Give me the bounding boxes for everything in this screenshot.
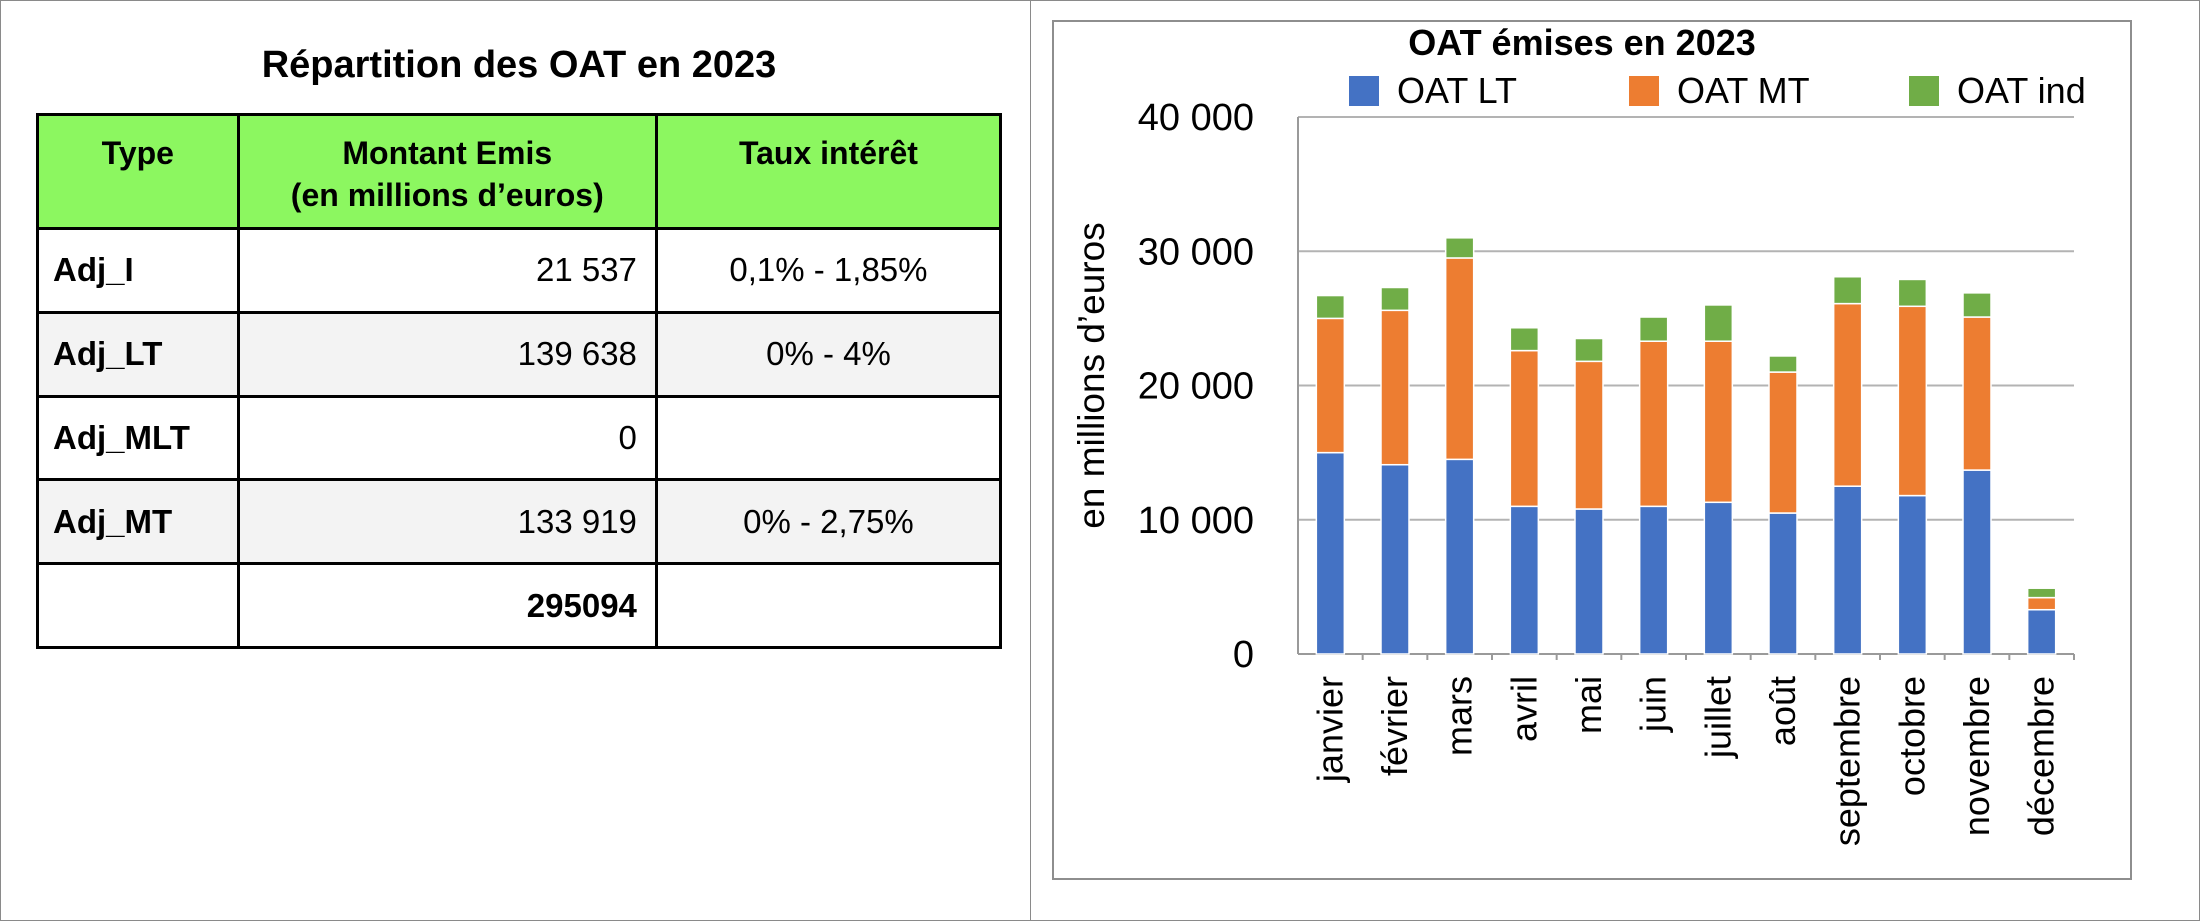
stacked-bar-chart: OAT émises en 2023 OAT LT OAT MT OAT ind 0…: [1071, 22, 2086, 846]
bar-segment: [2026, 596, 2057, 611]
x-category-label: décembre: [2021, 676, 2062, 836]
bar-segment: [1832, 485, 1863, 655]
header-type: Type: [36, 113, 240, 230]
row-rate-cell: 0,1% - 1,85%: [654, 227, 1003, 314]
x-category-label: juin: [1633, 676, 1674, 733]
x-category-label: février: [1374, 676, 1415, 776]
bar-segment: [1768, 371, 1798, 514]
bar-segment: [1444, 237, 1475, 259]
bar-segment: [1897, 305, 1928, 497]
x-category-label: avril: [1503, 676, 1544, 742]
bar-segment: [1638, 340, 1669, 508]
bar-segment: [1315, 451, 1346, 655]
bar-segment: [1703, 340, 1734, 504]
table-title: Répartition des OAT en 2023: [261, 44, 777, 86]
bar-segment: [2026, 608, 2057, 655]
y-axis-ticks: 0 10 000 20 000 30 000 40 000: [1138, 97, 1254, 676]
row-type-cell: Adj_I: [36, 227, 240, 314]
legend-label: OAT LT: [1397, 70, 1517, 111]
y-tick-label: 30 000: [1138, 231, 1254, 273]
chart-title: OAT émises en 2023: [1408, 22, 1756, 63]
bar-segment: [1315, 294, 1346, 320]
bar-segment: [1962, 469, 1992, 655]
table-total-row: 295094: [36, 562, 1003, 649]
row-amount-cell: 21 537: [236, 227, 658, 314]
x-category-label: janvier: [1309, 676, 1350, 783]
table-row: Adj_LT 139 638 0% - 4%: [36, 310, 1003, 398]
y-axis-label: en millions d’euros: [1071, 222, 1112, 528]
bar-segment: [1574, 360, 1604, 510]
bar-segment: [1897, 494, 1928, 655]
row-type-cell: Adj_MT: [36, 478, 240, 566]
bar-segment: [1832, 302, 1863, 487]
header-amount: Montant Emis (en millions d’euros): [236, 113, 658, 230]
legend-swatch: [1349, 76, 1379, 106]
chart-gridlines: [1297, 116, 2075, 660]
bar-segment: [1703, 501, 1734, 655]
bar-segment: [1768, 512, 1798, 655]
x-category-label: juillet: [1697, 676, 1738, 759]
bar-segment: [1380, 463, 1410, 655]
bar-segment: [1509, 327, 1540, 352]
bar-segment: [1638, 505, 1669, 655]
y-tick-label: 20 000: [1138, 366, 1254, 408]
bar-segment: [1444, 458, 1475, 655]
y-tick-label: 10 000: [1138, 500, 1254, 542]
bar-segment: [1962, 292, 1992, 318]
bar-segment: [1574, 508, 1604, 655]
bar-segment: [1509, 349, 1540, 508]
total-rate-cell: [654, 562, 1003, 649]
x-category-label: septembre: [1827, 676, 1868, 846]
bar-segment: [1638, 316, 1669, 342]
bar-segment: [1574, 337, 1604, 363]
x-category-label: mars: [1439, 676, 1480, 756]
legend-swatch: [1629, 76, 1659, 106]
bar-segment: [1768, 355, 1798, 373]
row-rate-cell: 0% - 4%: [654, 310, 1003, 398]
oat-distribution-table: Type Montant Emis (en millions d’euros) …: [36, 113, 1003, 649]
chart-panel: OAT émises en 2023 OAT LT OAT MT OAT ind 0…: [1052, 20, 2132, 880]
row-type-cell: Adj_LT: [36, 310, 240, 398]
row-rate-cell: [654, 394, 1003, 482]
y-tick-label: 40 000: [1138, 97, 1254, 139]
chart-bars: [1315, 237, 2057, 655]
bar-segment: [1703, 304, 1734, 342]
bar-segment: [1962, 316, 1992, 471]
y-tick-label: 0: [1233, 634, 1254, 676]
bar-segment: [1897, 278, 1928, 308]
total-amount-cell: 295094: [236, 562, 658, 649]
x-category-label: août: [1762, 676, 1803, 746]
bar-segment: [1444, 257, 1475, 461]
bar-segment: [2026, 587, 2057, 599]
chart-legend: OAT LT OAT MT OAT ind: [1349, 70, 2086, 111]
row-amount-cell: 139 638: [236, 310, 658, 398]
bar-segment: [1509, 505, 1540, 655]
row-amount-cell: 133 919: [236, 478, 658, 566]
x-category-label: octobre: [1891, 676, 1932, 796]
x-category-label: novembre: [1956, 676, 1997, 836]
bar-segment: [1832, 276, 1863, 305]
bar-segment: [1380, 286, 1410, 312]
table-row: Adj_MT 133 919 0% - 2,75%: [36, 478, 1003, 566]
table-row: Adj_MLT 0: [36, 394, 1003, 482]
x-axis-labels: janvier février mars avril mai juin juillet aoû…: [1309, 676, 2061, 846]
row-amount-cell: 0: [236, 394, 658, 482]
total-type-cell: [36, 562, 240, 649]
legend-swatch: [1909, 76, 1939, 106]
panel-divider: [1030, 0, 1031, 921]
header-rate: Taux intérêt: [654, 113, 1003, 230]
table-row: Adj_I 21 537 0,1% - 1,85%: [36, 227, 1003, 314]
table-header-row: Type Montant Emis (en millions d’euros) …: [36, 113, 1003, 230]
x-category-label: mai: [1568, 676, 1609, 734]
legend-label: OAT MT: [1677, 70, 1810, 111]
row-type-cell: Adj_MLT: [36, 394, 240, 482]
legend-label: OAT ind: [1957, 70, 2086, 111]
row-rate-cell: 0% - 2,75%: [654, 478, 1003, 566]
bar-segment: [1380, 309, 1410, 466]
bar-segment: [1315, 317, 1346, 454]
